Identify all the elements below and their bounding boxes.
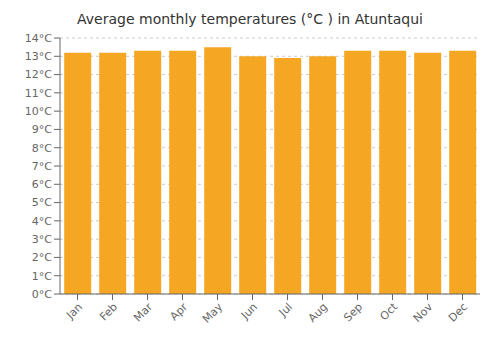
svg-text:Jul: Jul — [276, 300, 295, 319]
svg-text:Apr: Apr — [167, 300, 190, 323]
svg-text:4°C: 4°C — [32, 215, 52, 228]
svg-text:Aug: Aug — [306, 300, 330, 324]
html-text:Average monthly temperatures (: Average monthly temperatures (°C ) in At… — [77, 11, 423, 27]
svg-text:10°C: 10°C — [25, 105, 52, 118]
svg-text:7°C: 7°C — [32, 160, 52, 173]
svg-text:11°C: 11°C — [25, 87, 52, 100]
svg-text:May: May — [200, 300, 226, 326]
svg-text:13°C: 13°C — [25, 50, 52, 63]
svg-text:6°C: 6°C — [32, 178, 52, 191]
svg-text:9°C: 9°C — [32, 123, 52, 136]
svg-text:0°C: 0°C — [32, 288, 52, 301]
svg-text:12°C: 12°C — [25, 68, 52, 81]
svg-text:Jun: Jun — [238, 300, 260, 322]
svg-text:Nov: Nov — [411, 300, 436, 325]
svg-text:Jan: Jan — [63, 300, 85, 322]
svg-text:3°C: 3°C — [32, 233, 52, 246]
svg-text:5°C: 5°C — [32, 196, 52, 209]
svg-text:2°C: 2°C — [32, 251, 52, 264]
svg-text:8°C: 8°C — [32, 142, 52, 155]
svg-text:1°C: 1°C — [32, 270, 52, 283]
svg-text:Mar: Mar — [131, 300, 155, 324]
svg-text:Feb: Feb — [97, 300, 120, 323]
svg-text:Oct: Oct — [377, 300, 400, 323]
svg-text:Sep: Sep — [341, 300, 365, 324]
svg-text:Dec: Dec — [446, 300, 470, 324]
svg-text:14°C: 14°C — [25, 32, 52, 45]
